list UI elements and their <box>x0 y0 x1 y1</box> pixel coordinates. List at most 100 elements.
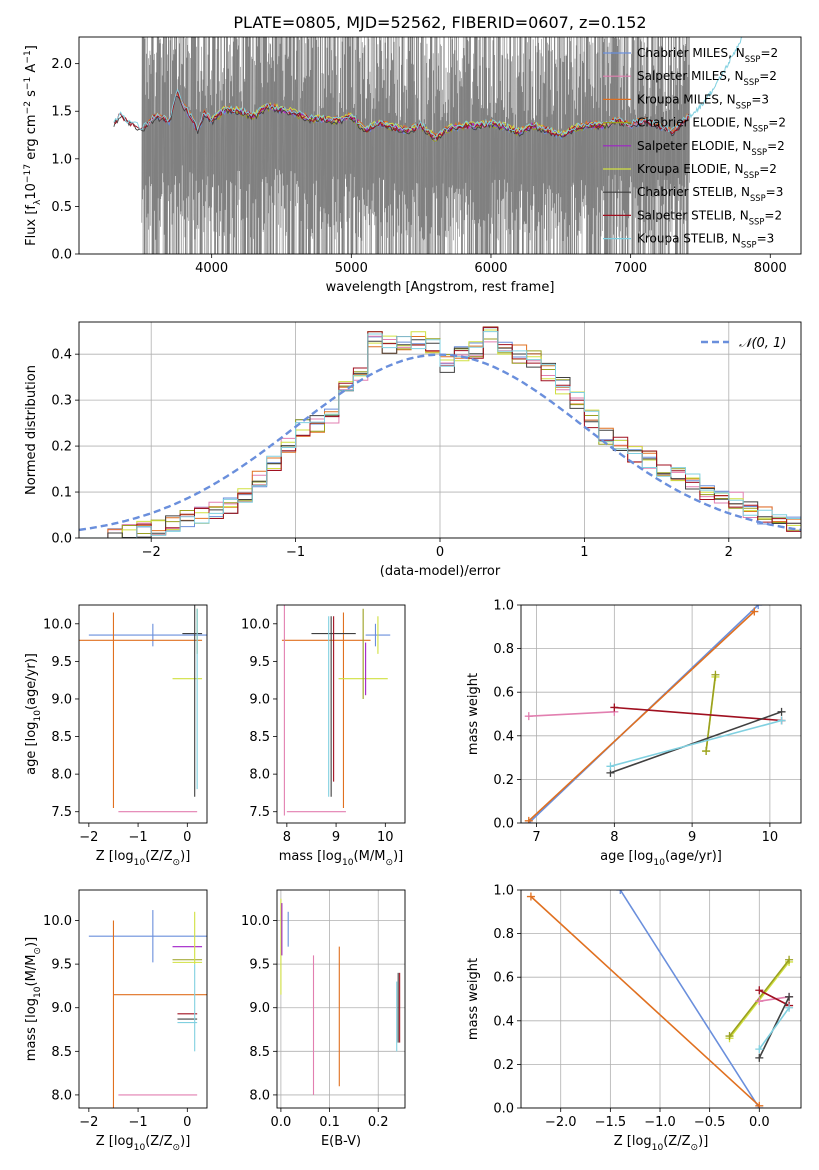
series-line-salpeter_miles <box>759 996 790 1002</box>
y-tick-label: 1.0 <box>493 884 514 899</box>
y-tick-label: 9.0 <box>51 692 72 707</box>
panel-residual-histogram: −2 −1 0 1 2 0.0 0.1 0.2 0.3 0.4 (data-model)/error… <box>24 321 802 579</box>
y-tick-label: 8.5 <box>249 730 270 745</box>
x-axis-label: Z [log10(Z/Z⊙)] <box>96 849 191 868</box>
y-tick-label: 9.5 <box>51 958 72 973</box>
legend-label: Chabrier MILES, NSSP=2 <box>637 46 778 64</box>
x-tick-label: 0 <box>183 1115 191 1130</box>
x-tick-label: −2 <box>142 545 161 560</box>
x-tick-label: 0 <box>436 545 444 560</box>
legend-label: Salpeter MILES, NSSP=2 <box>637 69 777 87</box>
series-marker <box>524 712 533 721</box>
x-tick-label: 0 <box>183 830 191 845</box>
histogram-kroupa_stelib <box>79 331 801 538</box>
legend-label: Chabrier STELIB, NSSP=3 <box>637 185 783 203</box>
axes-frame <box>78 889 208 1109</box>
series-marker <box>606 762 615 771</box>
panel-weight-vs-age: 7 8 9 10 0.0 0.2 0.4 0.6 0.8 1.0 age [log10(age/yr… <box>466 599 802 868</box>
axes-frame <box>78 321 802 539</box>
x-tick-label: 0.2 <box>368 1115 389 1130</box>
model-line-salpeter_stelib <box>113 91 690 141</box>
x-tick-label: 0.0 <box>271 1115 292 1130</box>
series-line-salpeter_stelib <box>614 706 782 722</box>
x-axis-label: age [log10(age/yr)] <box>600 849 722 868</box>
series-marker <box>750 607 759 616</box>
y-tick-label: 0.2 <box>493 773 514 788</box>
x-tick-label: −1 <box>286 545 305 560</box>
legend-label: Kroupa ELODIE, NSSP=2 <box>637 162 777 180</box>
series-marker <box>755 1101 764 1108</box>
axes-frame <box>78 604 208 824</box>
series-marker <box>777 716 786 725</box>
axes-frame <box>520 604 802 824</box>
y-axis-label: mass weight <box>466 673 481 755</box>
y-tick-label: 0.1 <box>51 486 72 501</box>
series-marker <box>785 955 794 964</box>
y-tick-label: 0.2 <box>51 440 72 455</box>
histogram-chabrier_elodie <box>79 331 801 538</box>
axes-frame <box>520 889 802 1109</box>
x-tick-label: 8 <box>283 830 291 845</box>
x-tick-label: 1 <box>580 545 588 560</box>
y-tick-label: 0.0 <box>51 248 72 263</box>
x-tick-label: −2 <box>79 830 98 845</box>
model-line-chabrier_stelib <box>113 95 689 141</box>
legend-label: Salpeter STELIB, NSSP=2 <box>637 208 782 226</box>
y-tick-label: 0.5 <box>51 200 72 215</box>
panel-mass-vs-ebv: 0.0 0.1 0.2 8.0 8.5 9.0 9.5 10.0 E(B-V) <box>241 889 406 1149</box>
series-line-kroupa_miles <box>530 895 760 1107</box>
plot-area <box>521 605 801 823</box>
y-tick-label: 9.0 <box>249 1001 270 1016</box>
series-marker <box>616 890 625 894</box>
y-tick-label: 8.0 <box>51 768 72 783</box>
legend-label: Kroupa MILES, NSSP=3 <box>637 92 769 110</box>
x-tick-label: 10 <box>377 830 394 845</box>
panel-weight-vs-Z: −2.0 −1.5 −1.0 −0.5 0.0 0.0 0.2 0.4 0.6 0.8 1.0 Z [… <box>466 884 802 1153</box>
x-tick-label: 4000 <box>195 261 228 276</box>
x-tick-label: 7000 <box>614 261 647 276</box>
errorbar-point <box>88 623 207 647</box>
plot-area <box>521 890 801 1108</box>
normal-curve <box>79 353 801 532</box>
model-line-kroupa_stelib <box>113 88 689 139</box>
y-tick-label: 1.0 <box>493 599 514 614</box>
x-tick-label: 10 <box>762 830 779 845</box>
series-marker <box>785 1003 794 1012</box>
y-tick-label: 9.0 <box>249 692 270 707</box>
y-axis-label: mass [log10(M/M⊙)] <box>24 937 43 1061</box>
legend-label: Kroupa STELIB, NSSP=3 <box>637 232 774 250</box>
x-axis-label: Z [log10(Z/Z⊙)] <box>614 1134 709 1153</box>
plot-area <box>113 37 743 254</box>
x-axis-label: Z [log10(Z/Z⊙)] <box>96 1134 191 1153</box>
y-tick-label: 1.0 <box>51 152 72 167</box>
y-tick-label: 9.5 <box>249 958 270 973</box>
y-tick-label: 10.0 <box>241 914 270 929</box>
y-tick-label: 10.0 <box>43 617 72 632</box>
y-tick-label: 8.5 <box>249 1045 270 1060</box>
series-line-chabrier_stelib <box>610 711 782 774</box>
x-axis-label: (data-model)/error <box>380 564 501 579</box>
y-tick-label: 1.5 <box>51 105 72 120</box>
y-axis-label: age [log10(age/yr)] <box>24 653 43 775</box>
x-tick-label: 8000 <box>754 261 787 276</box>
series-marker <box>702 747 711 756</box>
x-tick-label: −1 <box>128 830 147 845</box>
y-tick-label: 10.0 <box>241 617 270 632</box>
series-line-salpeter_stelib <box>758 989 790 1007</box>
series-line-kroupa_miles <box>528 610 755 822</box>
y-tick-label: 9.0 <box>51 1001 72 1016</box>
y-tick-label: 0.4 <box>51 348 72 363</box>
x-tick-label: 5000 <box>335 261 368 276</box>
y-tick-label: 8.0 <box>249 768 270 783</box>
x-tick-label: −1.0 <box>644 1115 676 1130</box>
panel-spectrum: 4000 5000 6000 7000 8000 0.0 0.5 1.0 1.5 2.0 wavel… <box>23 36 802 295</box>
x-tick-label: −2.0 <box>545 1115 577 1130</box>
series-line-kroupa_stelib <box>758 1007 790 1050</box>
x-tick-label: −1.5 <box>595 1115 627 1130</box>
series-marker <box>755 986 764 995</box>
x-tick-label: 0.0 <box>749 1115 770 1130</box>
series-marker <box>610 703 619 712</box>
spectrum-red-tail <box>688 37 743 119</box>
y-tick-label: 7.5 <box>249 805 270 820</box>
axes-frame <box>276 604 406 824</box>
